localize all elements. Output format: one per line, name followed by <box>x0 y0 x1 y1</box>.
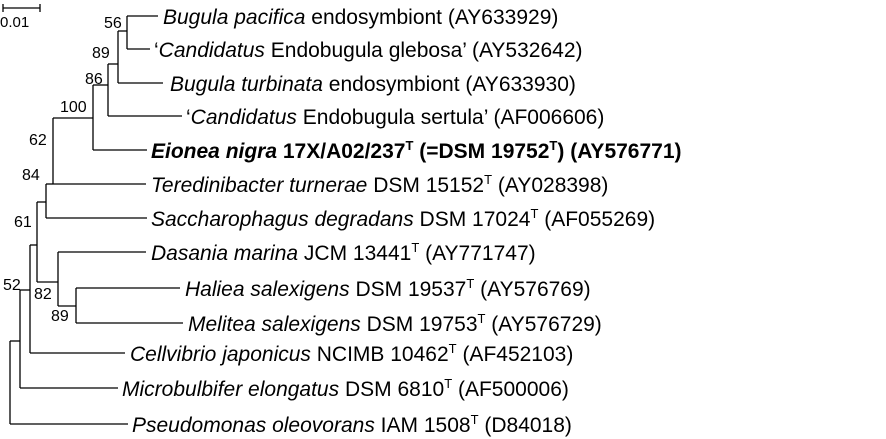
taxon-label: Bugula pacifica endosymbiont (AY633929) <box>163 6 558 29</box>
type-strain-superscript: T <box>549 138 557 153</box>
bootstrap-values: 56 89 86 100 62 84 61 89 82 52 <box>3 15 122 325</box>
taxon-name-italic: Pseudomonas oleovorans <box>132 414 375 437</box>
taxon-name-italic: Teredinibacter turnerae <box>151 174 367 197</box>
taxon-text: (AF055269) <box>538 208 655 231</box>
taxon-label: Bugula turbinata endosymbiont (AY633930) <box>170 73 576 96</box>
type-strain-superscript: T <box>411 240 419 255</box>
taxon-name-italic: Melitea salexigens <box>188 313 361 336</box>
bootstrap-label: 56 <box>104 15 122 32</box>
taxon-text: (=DSM 19752 <box>413 140 549 163</box>
taxon-name-italic: Candidatus <box>191 106 298 129</box>
taxon-text: endosymbiont (AY633930) <box>323 73 576 96</box>
bootstrap-label: 86 <box>85 71 103 88</box>
bootstrap-label: 82 <box>34 286 52 303</box>
taxon-text: (AY028398) <box>492 174 608 197</box>
taxon-text: ‘ <box>186 106 191 129</box>
taxon-text: DSM 15152 <box>367 174 484 197</box>
taxon-text: JCM 13441 <box>298 242 411 265</box>
type-strain-superscript: T <box>530 206 538 221</box>
taxon-text: (AF500006) <box>452 378 569 401</box>
taxon-text: endosymbiont (AY633929) <box>305 6 558 29</box>
bootstrap-label: 61 <box>14 214 32 231</box>
taxon-text: DSM 6810 <box>339 378 444 401</box>
taxon-name-italic: Dasania marina <box>151 242 298 265</box>
taxon-name-italic: Eionea nigra <box>151 140 277 163</box>
taxon-text: ‘ <box>154 39 159 62</box>
bootstrap-label: 89 <box>51 308 69 325</box>
bootstrap-label: 100 <box>60 99 87 116</box>
bootstrap-label: 52 <box>3 277 21 294</box>
taxon-labels: Bugula pacifica endosymbiont (AY633929) … <box>122 6 682 437</box>
taxon-text: (AY576769) <box>474 278 590 301</box>
taxon-label: ‘Candidatus Endobugula sertula’ (AF00660… <box>186 106 604 129</box>
taxon-text: (D84018) <box>479 414 572 437</box>
type-strain-superscript: T <box>484 172 492 187</box>
taxon-text: (AY576729) <box>485 313 601 336</box>
taxon-name-italic: Cellvibrio japonicus <box>130 343 311 366</box>
taxon-label: Pseudomonas oleovorans IAM 1508T (D84018… <box>132 412 572 437</box>
taxon-text: 17X/A02/237 <box>277 140 405 163</box>
taxon-label: Cellvibrio japonicus NCIMB 10462T (AF452… <box>130 341 573 366</box>
type-strain-superscript: T <box>466 276 474 291</box>
taxon-label: ‘Candidatus Endobugula glebosa’ (AY53264… <box>154 39 583 62</box>
taxon-label-highlighted: Eionea nigra 17X/A02/237T (=DSM 19752T) … <box>151 138 682 163</box>
taxon-text: IAM 1508 <box>375 414 471 437</box>
taxon-label: Teredinibacter turnerae DSM 15152T (AY02… <box>151 172 608 197</box>
taxon-name-italic: Bugula turbinata <box>170 73 323 96</box>
taxon-label: Saccharophagus degradans DSM 17024T (AF0… <box>151 206 655 231</box>
type-strain-superscript: T <box>471 412 479 427</box>
type-strain-superscript: T <box>405 138 413 153</box>
taxon-label: Melitea salexigens DSM 19753T (AY576729) <box>188 311 602 336</box>
taxon-text: (AF452103) <box>457 343 574 366</box>
scale-bar-label: 0.01 <box>0 14 29 31</box>
taxon-text: DSM 19537 <box>350 278 467 301</box>
bootstrap-label: 89 <box>92 45 110 62</box>
taxon-name-italic: Candidatus <box>159 39 266 62</box>
taxon-name-italic: Bugula pacifica <box>163 6 305 29</box>
tree-branches <box>9 15 183 425</box>
taxon-text: Endobugula glebosa’ (AY532642) <box>265 39 583 62</box>
type-strain-superscript: T <box>444 376 452 391</box>
taxon-name-italic: Microbulbifer elongatus <box>122 378 340 401</box>
taxon-text: Endobugula sertula’ (AF006606) <box>297 106 604 129</box>
taxon-name-italic: Haliea salexigens <box>185 278 350 301</box>
type-strain-superscript: T <box>449 341 457 356</box>
taxon-text: NCIMB 10462 <box>311 343 449 366</box>
taxon-text: DSM 17024 <box>414 208 531 231</box>
type-strain-superscript: T <box>478 311 486 326</box>
bootstrap-label: 84 <box>22 167 40 184</box>
taxon-text: ) (AY576771) <box>557 140 681 163</box>
taxon-label: Microbulbifer elongatus DSM 6810T (AF500… <box>122 376 569 401</box>
taxon-label: Haliea salexigens DSM 19537T (AY576769) <box>185 276 591 301</box>
taxon-name-italic: Saccharophagus degradans <box>151 208 414 231</box>
taxon-label: Dasania marina JCM 13441T (AY771747) <box>151 240 536 265</box>
taxon-text: (AY771747) <box>419 242 535 265</box>
bootstrap-label: 62 <box>29 132 47 149</box>
taxon-text: DSM 19753 <box>361 313 478 336</box>
